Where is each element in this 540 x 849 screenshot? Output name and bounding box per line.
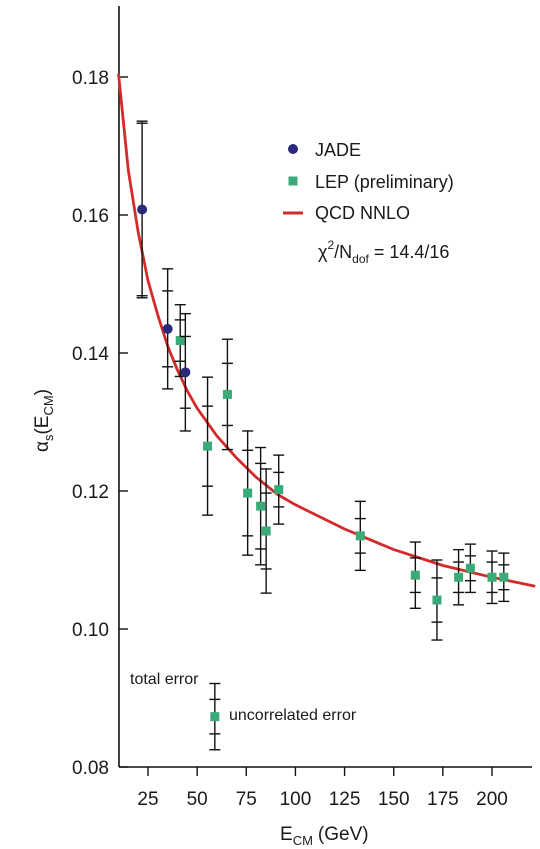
x-tick-label: 100 xyxy=(280,789,312,810)
legend-marker-jade xyxy=(288,144,298,154)
y-axis-argument: (E xyxy=(32,416,53,435)
x-axis-symbol: E xyxy=(280,824,293,845)
total-error-label: total error xyxy=(130,671,199,688)
lep-point xyxy=(465,563,475,573)
error-key-point xyxy=(210,712,220,722)
chi2-value: = 14.4/16 xyxy=(369,242,450,262)
lep-point xyxy=(487,572,497,582)
legend: JADE LEP (preliminary) QCD NNLO χ2/Ndof … xyxy=(283,140,454,266)
data-points-layer xyxy=(136,120,510,641)
qcd-curve-layer xyxy=(117,73,536,588)
chi-symbol: χ xyxy=(318,242,328,262)
x-tick-label: 200 xyxy=(476,789,508,810)
x-axis-title: ECM (GeV) xyxy=(280,824,369,848)
y-tick-label: 0.08 xyxy=(72,758,109,779)
y-tick-label: 0.16 xyxy=(72,206,109,227)
x-tick-label: 125 xyxy=(329,789,361,810)
jade-point xyxy=(180,367,191,378)
legend-marker-lep xyxy=(288,176,298,186)
ndof-subscript: dof xyxy=(352,252,369,266)
y-axis-title: αs(ECM) xyxy=(32,389,56,452)
y-axis-symbol: α xyxy=(32,441,53,452)
lep-point xyxy=(410,570,420,580)
lep-point xyxy=(175,336,185,346)
chi2-fit-label: χ2/Ndof = 14.4/16 xyxy=(318,238,449,266)
qcd-nnlo-curve xyxy=(117,73,536,588)
y-tick-label: 0.14 xyxy=(72,344,109,365)
lep-point xyxy=(432,595,442,605)
x-axis-unit: (GeV) xyxy=(318,824,369,845)
x-axis-subscript: CM xyxy=(293,833,313,848)
y-tick-label: 0.18 xyxy=(72,68,109,89)
x-tick-label: 75 xyxy=(236,789,257,810)
y-ticks: 0.08 0.10 0.12 0.14 0.16 0.18 xyxy=(72,68,128,779)
error-key: total error uncorrelated error xyxy=(130,671,357,751)
ndof-symbol: /N xyxy=(334,242,352,262)
lep-point xyxy=(203,441,213,451)
jade-point xyxy=(162,323,173,334)
legend-label-lep: LEP (preliminary) xyxy=(315,172,454,192)
uncorrelated-error-label: uncorrelated error xyxy=(229,707,357,724)
lep-point xyxy=(222,389,232,399)
jade-point xyxy=(137,204,148,215)
legend-label-qcd: QCD NNLO xyxy=(315,203,410,223)
y-axis-subscript: s xyxy=(41,434,56,441)
x-tick-label: 175 xyxy=(427,789,459,810)
lep-point xyxy=(243,488,253,498)
lep-point xyxy=(261,526,271,536)
lep-point xyxy=(454,572,464,582)
x-tick-label: 50 xyxy=(187,789,208,810)
lep-point xyxy=(499,572,509,582)
y-tick-label: 0.10 xyxy=(72,620,109,641)
y-axis-close-paren: ) xyxy=(32,389,53,395)
lep-point xyxy=(256,501,266,511)
y-axis-argument-subscript: CM xyxy=(41,395,56,415)
y-tick-label: 0.12 xyxy=(72,482,109,503)
x-tick-label: 150 xyxy=(378,789,410,810)
x-tick-label: 25 xyxy=(137,789,158,810)
lep-point xyxy=(274,485,284,495)
chi-exponent: 2 xyxy=(327,238,334,252)
x-ticks: 25 50 75 100 125 150 175 200 xyxy=(137,767,508,810)
lep-point xyxy=(355,531,365,541)
legend-label-jade: JADE xyxy=(315,140,361,160)
